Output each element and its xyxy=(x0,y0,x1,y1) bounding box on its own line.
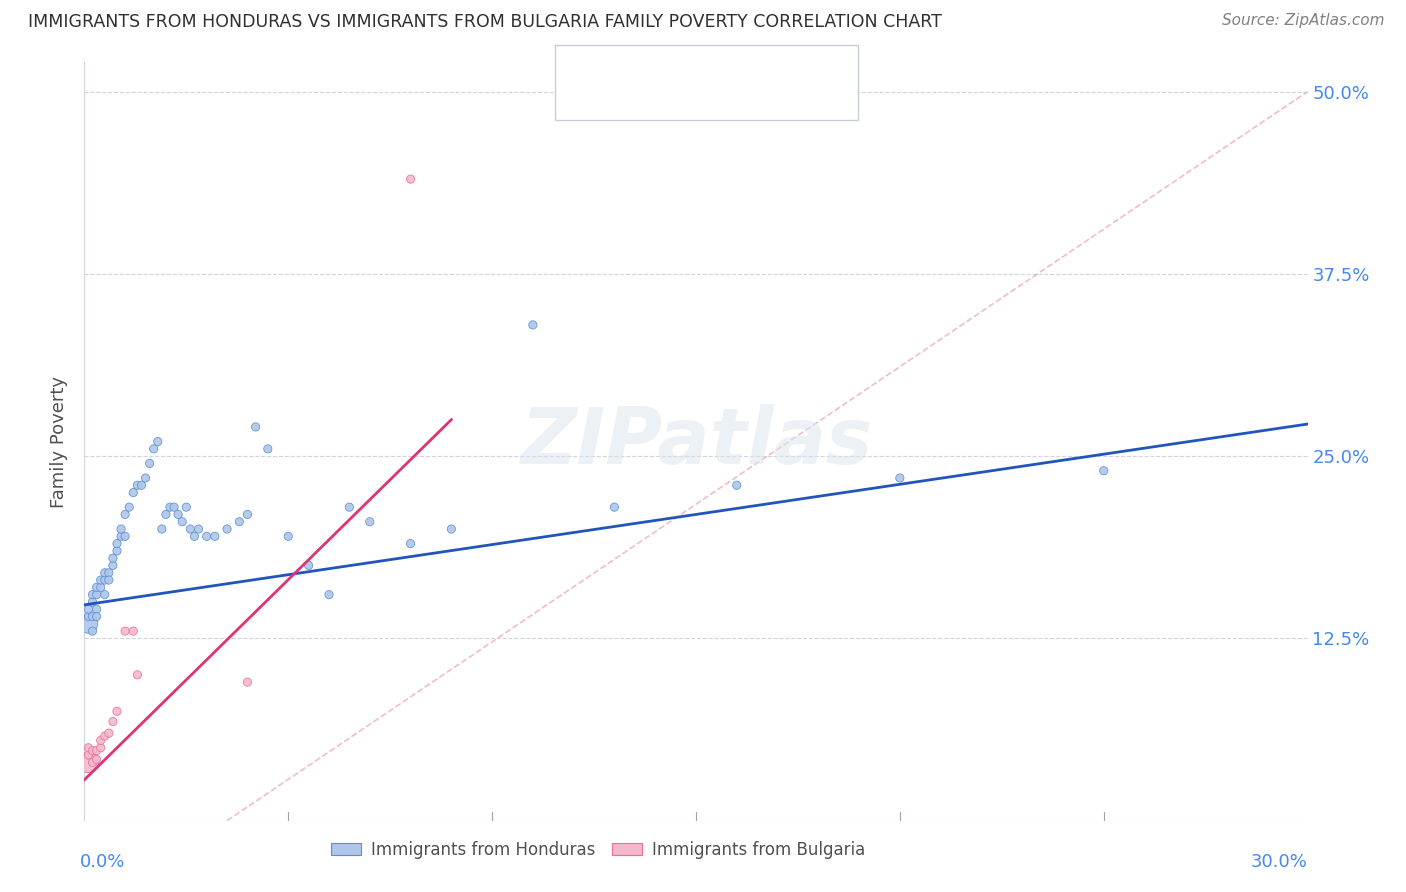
Point xyxy=(142,442,165,456)
Point xyxy=(82,609,104,624)
Text: 63: 63 xyxy=(741,56,766,74)
Point xyxy=(204,529,226,543)
Point xyxy=(135,471,157,485)
Point xyxy=(82,588,104,602)
Point xyxy=(86,580,108,594)
Point xyxy=(277,529,299,543)
Point xyxy=(110,522,132,536)
Text: 30.0%: 30.0% xyxy=(1251,853,1308,871)
Point xyxy=(97,726,120,740)
Point xyxy=(105,704,128,718)
Point xyxy=(77,756,100,770)
Text: 18: 18 xyxy=(741,90,766,108)
Point xyxy=(298,558,321,573)
Text: 0.412: 0.412 xyxy=(645,56,702,74)
Point xyxy=(236,508,259,522)
Point xyxy=(114,529,136,543)
Point xyxy=(101,714,124,729)
Text: Source: ZipAtlas.com: Source: ZipAtlas.com xyxy=(1222,13,1385,29)
Point xyxy=(195,529,218,543)
Point xyxy=(146,434,169,449)
Point xyxy=(127,478,149,492)
Point xyxy=(90,733,112,747)
Point xyxy=(174,500,197,515)
Point xyxy=(86,602,108,616)
Point xyxy=(82,756,104,770)
Text: R =: R = xyxy=(606,90,645,108)
Point xyxy=(179,522,201,536)
Point xyxy=(155,508,177,522)
Text: N =: N = xyxy=(704,56,744,74)
Point xyxy=(82,624,104,639)
Point xyxy=(603,500,626,515)
Point xyxy=(86,609,108,624)
Point xyxy=(138,457,160,471)
Point xyxy=(77,616,100,631)
Point xyxy=(90,573,112,587)
Point xyxy=(86,752,108,766)
Point xyxy=(93,566,115,580)
Point xyxy=(183,529,205,543)
Point xyxy=(399,536,422,550)
Text: ZIPatlas: ZIPatlas xyxy=(520,403,872,480)
Point xyxy=(114,624,136,639)
Text: 0.0%: 0.0% xyxy=(80,853,125,871)
Point xyxy=(82,595,104,609)
Point xyxy=(86,588,108,602)
Point xyxy=(440,522,463,536)
Text: 0.675: 0.675 xyxy=(645,90,702,108)
Point xyxy=(159,500,181,515)
Point xyxy=(118,500,141,515)
Text: N =: N = xyxy=(704,90,744,108)
Point xyxy=(97,573,120,587)
Point xyxy=(114,508,136,522)
Point xyxy=(90,580,112,594)
Point xyxy=(359,515,381,529)
Point xyxy=(77,609,100,624)
Point xyxy=(77,740,100,755)
Point xyxy=(167,508,190,522)
Point xyxy=(187,522,209,536)
Point xyxy=(318,588,340,602)
Point xyxy=(122,485,145,500)
Y-axis label: Family Poverty: Family Poverty xyxy=(51,376,69,508)
Point xyxy=(105,544,128,558)
Point xyxy=(150,522,173,536)
Point xyxy=(236,675,259,690)
Point xyxy=(127,668,149,682)
Point xyxy=(93,573,115,587)
Point xyxy=(522,318,544,332)
Point xyxy=(101,558,124,573)
Point xyxy=(77,602,100,616)
Point xyxy=(86,744,108,758)
Point xyxy=(889,471,911,485)
Point xyxy=(101,551,124,566)
Point xyxy=(77,747,100,762)
Point xyxy=(163,500,186,515)
Point xyxy=(725,478,748,492)
Point xyxy=(105,536,128,550)
Point xyxy=(399,172,422,186)
Point xyxy=(172,515,194,529)
Point xyxy=(1092,464,1115,478)
Point xyxy=(93,588,115,602)
Point xyxy=(339,500,361,515)
Text: R =: R = xyxy=(606,56,645,74)
Legend: Immigrants from Honduras, Immigrants from Bulgaria: Immigrants from Honduras, Immigrants fro… xyxy=(325,834,872,865)
Point xyxy=(93,729,115,743)
Point xyxy=(82,744,104,758)
Point xyxy=(131,478,153,492)
Point xyxy=(110,529,132,543)
Text: IMMIGRANTS FROM HONDURAS VS IMMIGRANTS FROM BULGARIA FAMILY POVERTY CORRELATION : IMMIGRANTS FROM HONDURAS VS IMMIGRANTS F… xyxy=(28,13,942,31)
Point xyxy=(90,740,112,755)
Point xyxy=(97,566,120,580)
Point xyxy=(228,515,250,529)
Point xyxy=(257,442,280,456)
Point xyxy=(217,522,239,536)
Point xyxy=(245,420,267,434)
Point xyxy=(122,624,145,639)
